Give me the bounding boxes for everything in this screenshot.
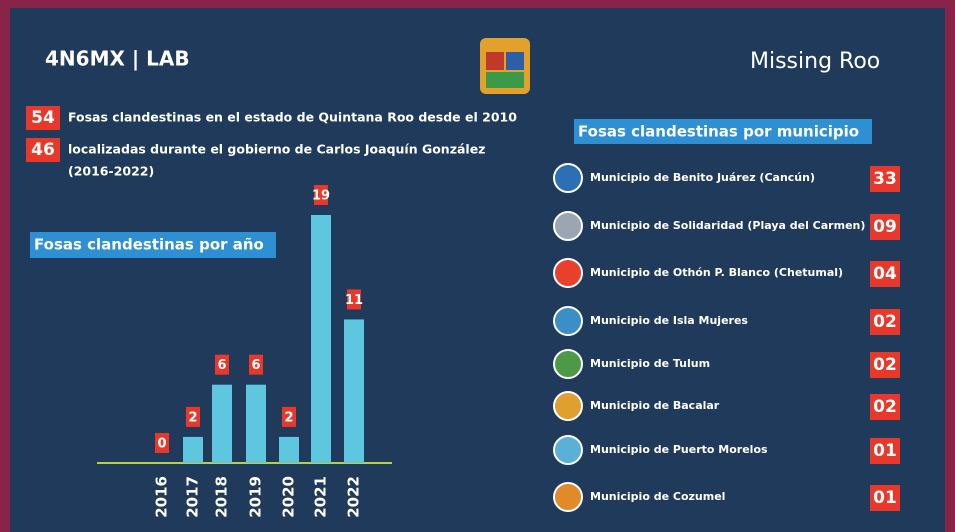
- municipio-icon: [553, 435, 583, 465]
- x-tick-label: 2016: [153, 476, 171, 518]
- list-title-bg: [574, 119, 872, 144]
- count-box: [870, 438, 900, 464]
- count-box: [870, 352, 900, 378]
- value-label: 6: [251, 358, 260, 373]
- count: 02: [873, 397, 897, 417]
- count: 02: [873, 312, 897, 332]
- count-box: [870, 394, 900, 420]
- value-label: 2: [284, 410, 293, 425]
- list-title: Fosas clandestinas por municipio: [578, 123, 859, 141]
- value-label-bg: [249, 354, 263, 375]
- right-logo: Missing Roo: [750, 49, 880, 74]
- bar: [212, 384, 232, 463]
- count: 02: [873, 355, 897, 375]
- municipio-icon: [553, 163, 583, 193]
- left-logo: 4N6MX | LAB: [45, 47, 190, 71]
- municipio-icon: [553, 211, 583, 241]
- value-label: 2: [188, 410, 197, 425]
- count-box: [870, 485, 900, 511]
- chart-title-bg: [30, 232, 276, 258]
- municipio-name: Municipio de Tulum: [590, 357, 710, 370]
- emblem: [480, 38, 530, 94]
- municipio-name: Municipio de Solidaridad (Playa del Carm…: [590, 219, 865, 232]
- x-tick-label: 2018: [213, 476, 231, 518]
- count-box: [870, 166, 900, 192]
- value-label: 0: [157, 437, 166, 452]
- chart-title: Fosas clandestinas por año: [34, 236, 264, 254]
- stat-number: 46: [31, 140, 55, 160]
- municipio-icon: [553, 391, 583, 421]
- municipio-name: Municipio de Cozumel: [590, 490, 725, 503]
- count-box: [870, 309, 900, 335]
- municipio-icon: [553, 258, 583, 288]
- value-label-bg: [282, 406, 296, 427]
- municipio-icon: [553, 349, 583, 379]
- value-label-bg: [215, 354, 229, 375]
- municipio-icon: [553, 306, 583, 336]
- stat-number: 54: [31, 108, 55, 128]
- value-label: 19: [312, 189, 330, 204]
- count: 04: [873, 264, 897, 284]
- count-box: [870, 261, 900, 287]
- count: 33: [873, 169, 897, 189]
- municipio-name: Municipio de Isla Mujeres: [590, 314, 748, 327]
- x-tick-label: 2021: [312, 476, 330, 518]
- value-label-bg: [186, 406, 200, 427]
- stat-text: localizadas durante el gobierno de Carlo…: [68, 142, 485, 157]
- value-label: 6: [217, 358, 226, 373]
- municipio-name: Municipio de Benito Juárez (Cancún): [590, 171, 815, 184]
- x-tick-label: 2020: [280, 476, 298, 518]
- value-label: 11: [345, 293, 363, 308]
- stat-text: Fosas clandestinas en el estado de Quint…: [68, 110, 517, 125]
- count-box: [870, 214, 900, 240]
- municipio-name: Municipio de Othón P. Blanco (Chetumal): [590, 266, 843, 279]
- x-tick-label: 2022: [345, 476, 363, 518]
- municipio-icon: [553, 482, 583, 512]
- x-tick-label: 2019: [247, 476, 265, 518]
- bar: [344, 319, 364, 463]
- x-tick-label: 2017: [184, 476, 202, 518]
- municipio-name: Municipio de Puerto Morelos: [590, 443, 768, 456]
- count: 09: [873, 217, 897, 237]
- value-label-bg: [347, 289, 361, 310]
- stat-box: [26, 106, 60, 130]
- value-label-bg: [314, 185, 328, 205]
- count: 01: [873, 488, 897, 508]
- count: 01: [873, 441, 897, 461]
- bar: [246, 384, 266, 463]
- stat-text: (2016-2022): [68, 164, 154, 179]
- municipio-name: Municipio de Bacalar: [590, 399, 720, 412]
- stat-box: [26, 138, 60, 162]
- bar: [183, 436, 203, 463]
- value-label-bg: [155, 433, 169, 453]
- bar: [279, 436, 299, 463]
- bar: [311, 215, 331, 463]
